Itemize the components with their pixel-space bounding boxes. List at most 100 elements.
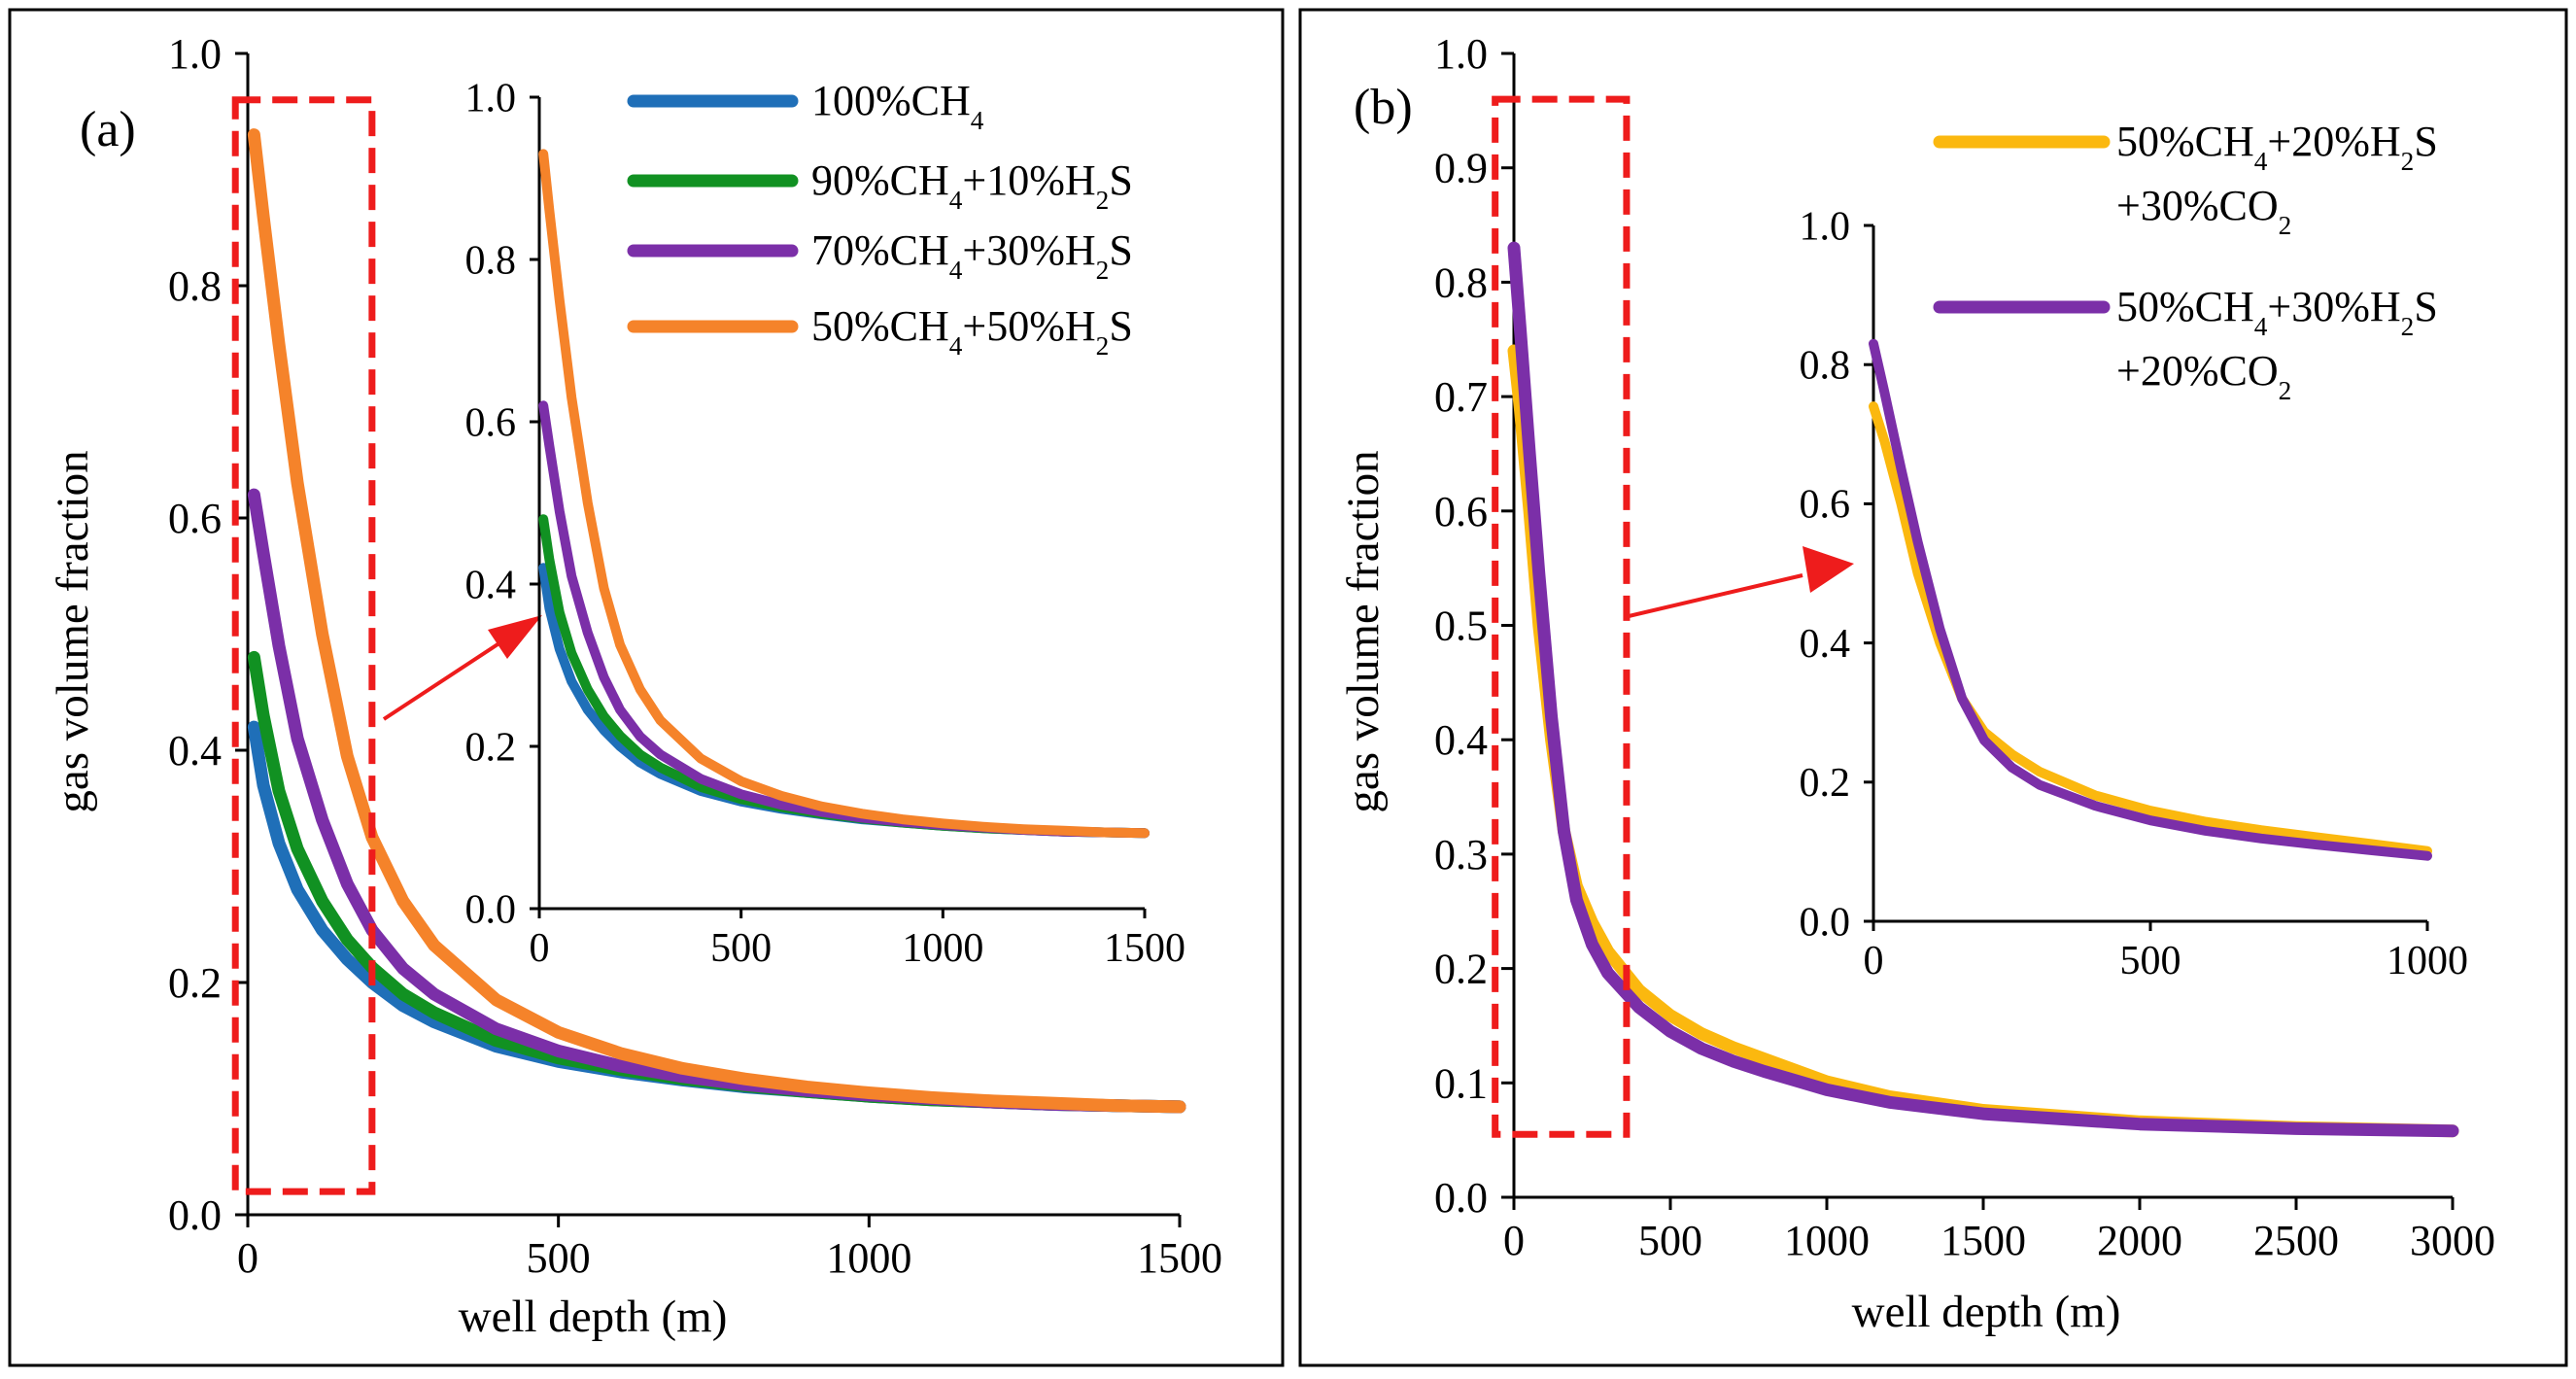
- main-b-x-tick-label: 0: [1503, 1217, 1525, 1264]
- inset-a-series-line: [538, 149, 1150, 839]
- inset-b-x-tick-label: 0: [1864, 939, 1884, 983]
- inset-b-y-tick-label: 0.2: [1800, 761, 1851, 806]
- main-a-zoom-box: [231, 96, 376, 1195]
- inset-a-series-line: [538, 400, 1150, 839]
- main-a-x-tick-label: 1500: [1137, 1234, 1222, 1282]
- main-a-y-axis-title: gas volume fraction: [48, 450, 98, 812]
- legend-b-label-part: S: [2414, 283, 2437, 330]
- main-a-x-axis-title: well depth (m): [459, 1292, 728, 1342]
- inset-b-y-tick-label: 0.0: [1800, 900, 1851, 945]
- main-b-y-tick-label: 0.9: [1434, 145, 1488, 192]
- main-b-y-tick-label: 1.0: [1434, 30, 1488, 78]
- inset-b-y-tick-label: 1.0: [1800, 204, 1851, 249]
- inset-a-x-tick-label: 1000: [902, 926, 983, 971]
- main-b-x-tick-label: 1000: [1784, 1217, 1870, 1264]
- panel-b: 0.0 0.1 0.2 0.3 0.4 0.5 0.6 0.7 0.8 0.9 1.0 0 500 100…: [1298, 8, 2568, 1367]
- main-a-y-tick-label: 0.8: [168, 262, 222, 310]
- panel-b-frame: [1298, 8, 2568, 1367]
- main-b-y-tick-label: 0.7: [1434, 373, 1488, 421]
- legend-a-label-subscript: 4: [949, 256, 963, 285]
- panel-a-frame: [8, 8, 1285, 1367]
- legend-b-label-line2: +20%CO2: [2116, 347, 2291, 405]
- inset-a-y-tick-label: 0.6: [465, 400, 517, 445]
- legend-a-label: 50%CH4+50%H2S: [811, 302, 1133, 361]
- legend-a-label-subscript: 2: [1096, 256, 1110, 285]
- legend-b-label-line2-part: +30%CO: [2116, 182, 2279, 229]
- inset-a-y-tick-label: 0.0: [465, 887, 517, 932]
- main-b-x-tick-label: 1500: [1941, 1217, 2026, 1264]
- legend-b-label-subscript: 2: [2401, 147, 2415, 176]
- legend-a-label-subscript: 4: [949, 331, 963, 361]
- inset-a-y-tick-label: 0.2: [465, 725, 517, 770]
- main-b-x-axis-title: well depth (m): [1852, 1287, 2121, 1337]
- inset-a-x-tick-label: 0: [530, 926, 550, 971]
- main-b-series-line: [1507, 241, 2459, 1138]
- legend-a-label-part: 100%CH: [811, 77, 971, 124]
- legend-a-label-part: 50%CH: [811, 302, 949, 350]
- main-a-x-tick-label: 500: [527, 1234, 591, 1282]
- legend-b-label-line2-subscript: 2: [2279, 376, 2292, 405]
- inset-b-x-tick-label: 1000: [2387, 939, 2468, 983]
- legend-b-label-part: S: [2414, 118, 2437, 165]
- main-b-y-tick-label: 0.2: [1434, 946, 1488, 993]
- legend-a-label-part: S: [1109, 302, 1132, 350]
- legend-b-label-subscript: 4: [2254, 147, 2268, 176]
- legend-b-label-line2-subscript: 2: [2279, 211, 2292, 240]
- main-b-x-tick-label: 3000: [2410, 1217, 2495, 1264]
- inset-a-x-tick-label: 500: [710, 926, 772, 971]
- panel-a: 0.0 0.2 0.4 0.6 0.8 1.0 0 500 1000 1500 well depth…: [8, 8, 1285, 1367]
- main-a-x-tick-label: 1000: [826, 1234, 911, 1282]
- legend-a-label-part: S: [1109, 226, 1132, 274]
- legend-a-label: 100%CH4: [811, 77, 984, 135]
- legend-b-label: 50%CH4+20%H2S: [2116, 118, 2438, 176]
- main-a-y-tick-label: 0.6: [168, 495, 222, 542]
- legend-a-label-subscript: 2: [1096, 331, 1110, 361]
- inset-a-series-line: [538, 563, 1150, 839]
- panel-b-zoom-arrow: [1624, 573, 1803, 619]
- main-b-y-tick-label: 0.3: [1434, 831, 1488, 879]
- panel-a-zoom-arrowhead: [488, 615, 542, 659]
- inset-b-y-tick-label: 0.8: [1800, 343, 1851, 388]
- main-b-y-tick-label: 0.6: [1434, 488, 1488, 535]
- panel-b-zoom-arrowhead: [1803, 546, 1854, 593]
- legend-a-label-part: +50%H: [962, 302, 1095, 350]
- legend-a-label-subscript: 4: [949, 186, 963, 215]
- main-b-x-tick-label: 2000: [2097, 1217, 2182, 1264]
- inset-b-series-line: [1869, 338, 2432, 861]
- legend-b-label-part: 50%CH: [2116, 118, 2254, 165]
- legend-b-label-part: +20%H: [2267, 118, 2400, 165]
- main-b-y-axis-title: gas volume fraction: [1338, 450, 1389, 812]
- main-a-y-tick-label: 0.4: [168, 727, 222, 775]
- main-b-y-tick-label: 0.8: [1434, 259, 1488, 306]
- legend-a-label-part: +30%H: [962, 226, 1095, 274]
- main-b-x-tick-label: 500: [1638, 1217, 1702, 1264]
- main-b-y-tick-label: 0.4: [1434, 716, 1488, 764]
- main-a-series-line: [247, 128, 1186, 1114]
- legend-a-label-part: +10%H: [962, 156, 1095, 204]
- inset-a-y-tick-label: 0.4: [465, 563, 517, 607]
- legend-a-label-subscript: 2: [1096, 186, 1110, 215]
- legend-a-label-subscript: 4: [971, 106, 984, 135]
- main-a-y-tick-label: 0.0: [168, 1191, 222, 1239]
- legend-b-label-line2-part: +20%CO: [2116, 347, 2279, 395]
- panel-a-zoom-arrow: [382, 628, 522, 721]
- main-a-series-line: [247, 488, 1186, 1114]
- panel-a-label: (a): [80, 102, 136, 157]
- legend-b-label-part: 50%CH: [2116, 283, 2254, 330]
- legend-b-label-subscript: 2: [2401, 312, 2415, 341]
- legend-b-label: 50%CH4+30%H2S: [2116, 283, 2438, 341]
- main-a-y-tick-label: 1.0: [168, 30, 222, 78]
- main-b-y-tick-label: 0.0: [1434, 1174, 1488, 1222]
- legend-a-label: 90%CH4+10%H2S: [811, 156, 1133, 215]
- inset-b-y-tick-label: 0.4: [1800, 622, 1851, 667]
- inset-b-series-line: [1869, 401, 2432, 856]
- inset-a-y-tick-label: 0.8: [465, 238, 517, 283]
- main-b-y-tick-label: 0.1: [1434, 1059, 1488, 1107]
- inset-b-x-tick-label: 500: [2120, 939, 2181, 983]
- main-b-y-tick-label: 0.5: [1434, 602, 1488, 649]
- inset-b-y-tick-label: 0.6: [1800, 483, 1851, 528]
- main-a-x-tick-label: 0: [237, 1234, 258, 1282]
- inset-a-x-tick-label: 1500: [1104, 926, 1185, 971]
- legend-a-label-part: 90%CH: [811, 156, 949, 204]
